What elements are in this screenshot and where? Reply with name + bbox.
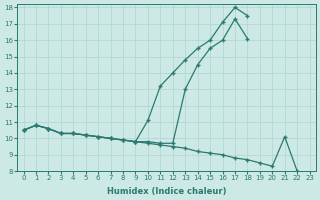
X-axis label: Humidex (Indice chaleur): Humidex (Indice chaleur) (107, 187, 226, 196)
